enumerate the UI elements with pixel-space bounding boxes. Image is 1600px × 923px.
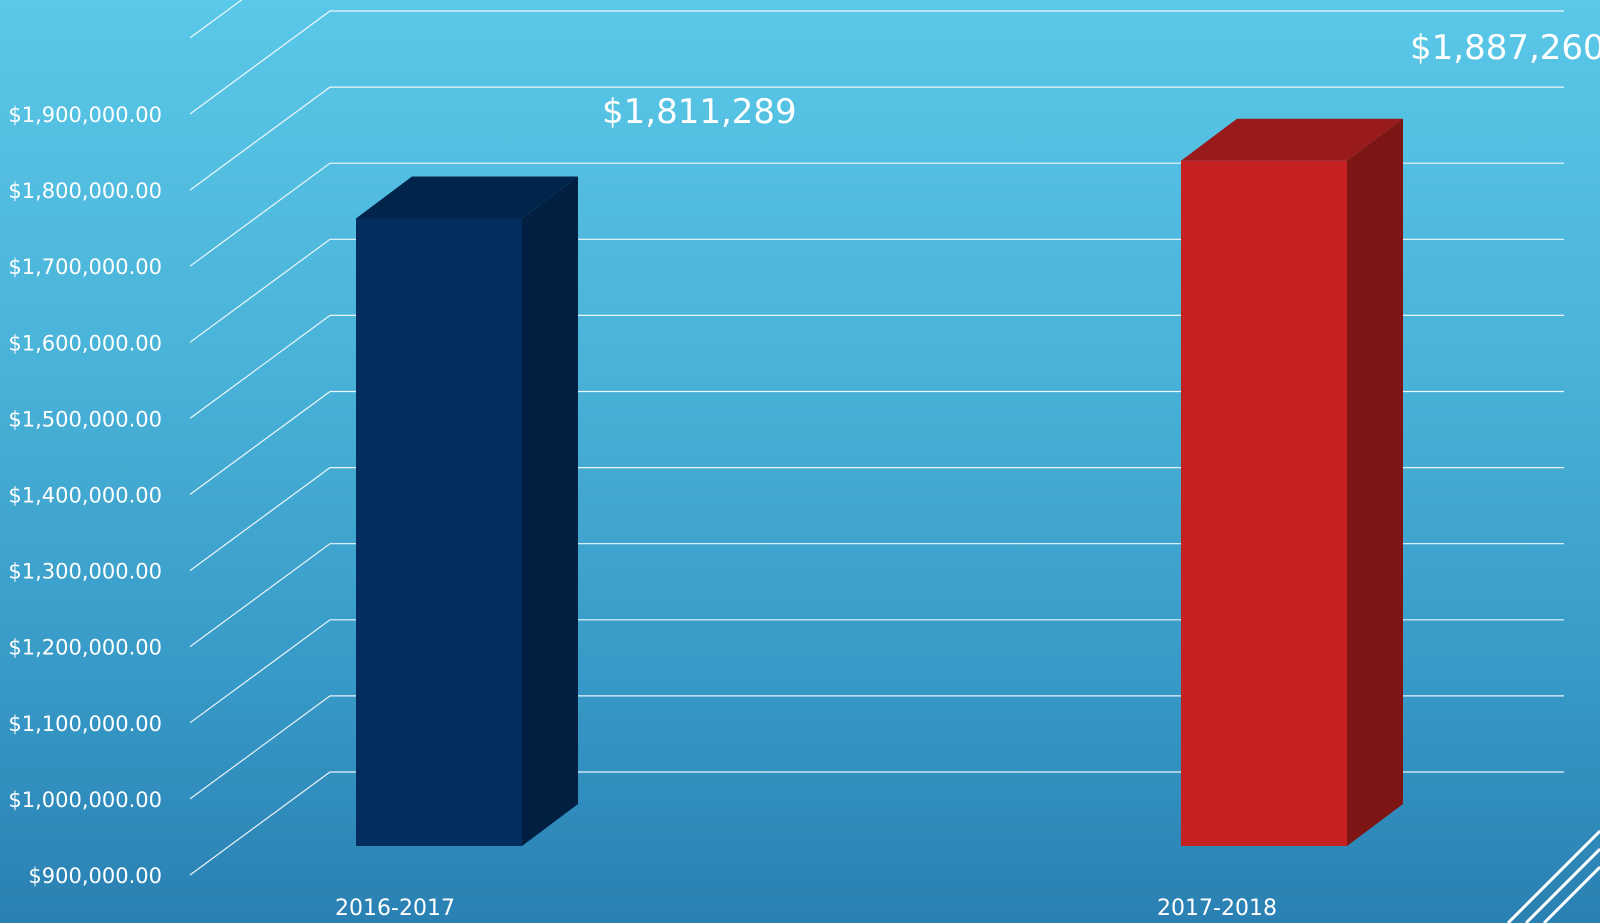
- gridline-diagonal: [189, 391, 331, 495]
- y-tick-label: $1,500,000.00: [8, 407, 162, 431]
- corner-stripes-decoration: [1506, 829, 1600, 923]
- x-category-label: 2017-2018: [1157, 896, 1277, 921]
- gridline-diagonal: [189, 771, 331, 876]
- gridline-diagonal: [189, 86, 331, 191]
- y-tick-label: $1,400,000.00: [8, 484, 162, 508]
- y-tick-label: $900,000.00: [28, 864, 162, 888]
- gridline-diagonal: [189, 695, 331, 800]
- gridline-diagonal: [189, 314, 331, 419]
- x-category-label: 2016-2017: [335, 896, 455, 921]
- y-tick-label: $1,200,000.00: [8, 636, 162, 660]
- gridline-diagonal: [189, 619, 331, 724]
- bar-side-face: [1347, 118, 1403, 847]
- y-tick-label: $1,700,000.00: [8, 255, 162, 279]
- gridline-diagonal: [189, 0, 243, 39]
- bar-front-face: [1181, 160, 1347, 847]
- y-tick-label: $1,900,000.00: [8, 103, 162, 127]
- gridline-diagonal: [189, 238, 331, 343]
- gridline-diagonal: [189, 467, 331, 572]
- y-axis-tick-labels: $900,000.00 $1,000,000.00 $1,100,000.00 $1,…: [8, 103, 162, 888]
- bar-2016-2017: [356, 176, 578, 847]
- y-tick-label: $1,100,000.00: [8, 712, 162, 736]
- y-tick-label: $1,000,000.00: [8, 788, 162, 812]
- bar-front-face: [356, 218, 522, 847]
- gridline-diagonal: [189, 543, 331, 648]
- bar-side-face: [522, 176, 578, 847]
- y-tick-label: $1,800,000.00: [8, 179, 162, 203]
- bars: [356, 118, 1403, 847]
- bar-top-face: [356, 176, 578, 219]
- data-labels: $1,811,289 $1,887,260: [602, 28, 1600, 132]
- gridline-diagonal: [189, 162, 331, 267]
- bar-top-face: [1181, 118, 1403, 161]
- y-tick-label: $1,600,000.00: [8, 331, 162, 355]
- y-tick-label: $1,300,000.00: [8, 560, 162, 584]
- bar-2017-2018: [1181, 118, 1403, 847]
- data-label: $1,887,260: [1410, 28, 1600, 68]
- gridline-diagonal: [189, 10, 331, 115]
- x-axis-category-labels: 2016-2017 2017-2018: [335, 896, 1277, 921]
- data-label: $1,811,289: [602, 92, 797, 132]
